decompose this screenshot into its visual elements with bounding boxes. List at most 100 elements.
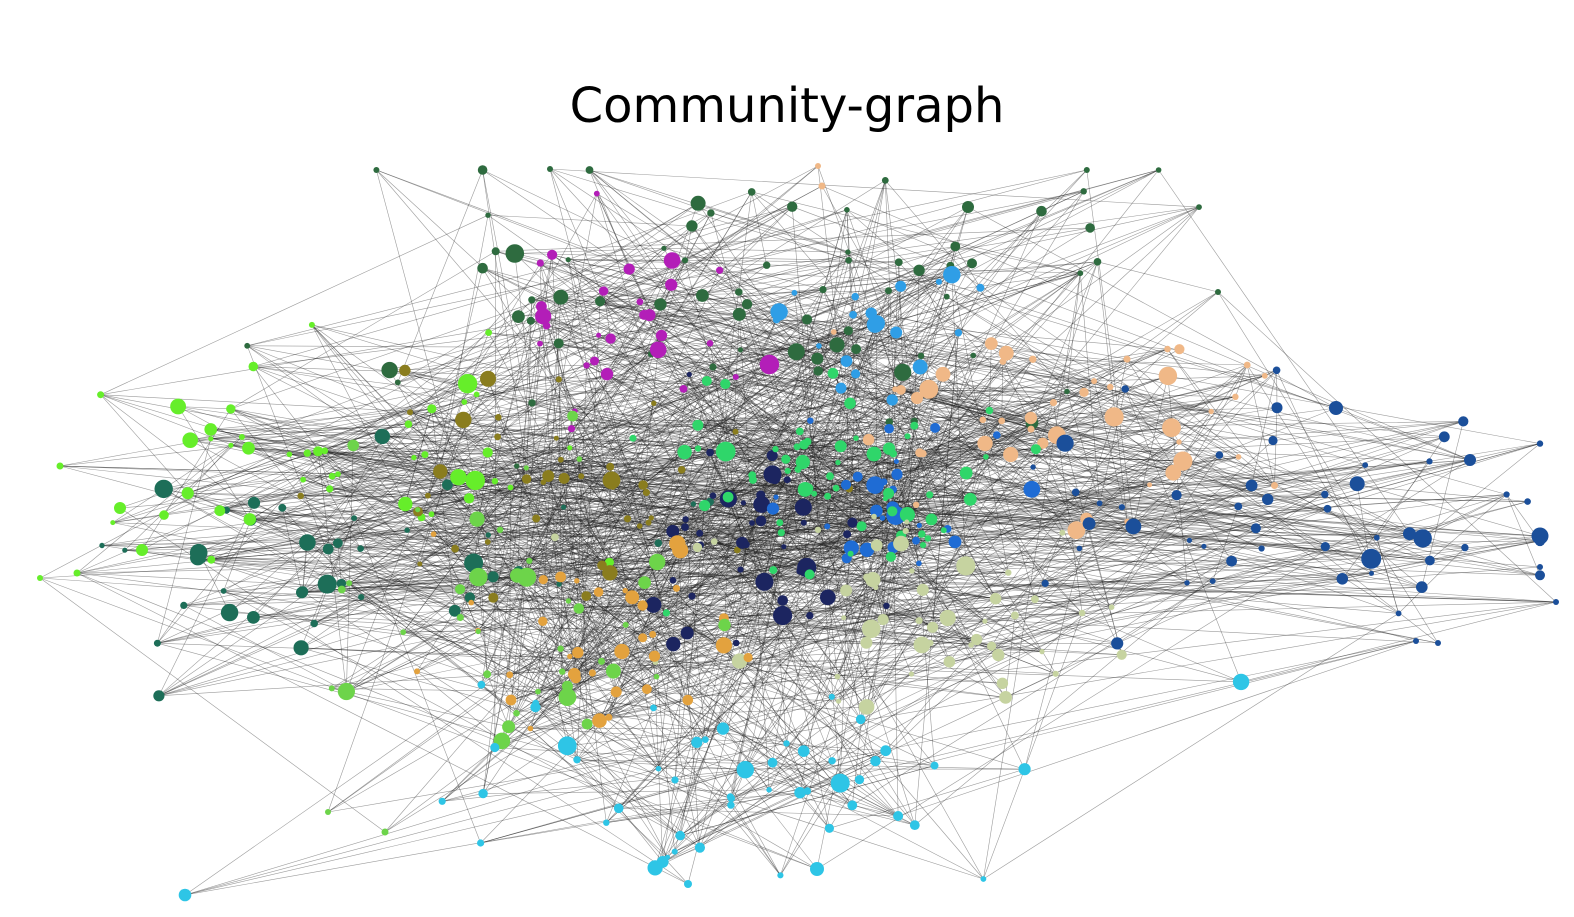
graph-edge: [253, 248, 664, 367]
graph-edge: [249, 519, 674, 645]
graph-node: [767, 757, 778, 768]
graph-edge: [157, 548, 361, 644]
graph-node: [696, 529, 704, 537]
graph-edge: [535, 705, 701, 848]
graph-edge: [846, 209, 903, 373]
graph-edge: [417, 421, 890, 512]
graph-edge: [229, 542, 308, 613]
graph-edge: [888, 448, 972, 646]
graph-node: [649, 553, 666, 571]
graph-edge: [187, 492, 920, 526]
graph-edge: [1034, 598, 1083, 614]
graph-edge: [574, 324, 876, 412]
graph-edge: [543, 316, 595, 362]
graph-node: [671, 848, 678, 855]
graph-node: [555, 571, 566, 583]
graph-edge: [1030, 417, 1268, 500]
graph-edge: [674, 503, 694, 781]
graph-edge: [301, 343, 559, 593]
graph-edge: [223, 590, 681, 836]
graph-edge: [706, 380, 922, 535]
graph-edge: [223, 519, 251, 592]
graph-edge: [183, 474, 773, 606]
graph-edge: [918, 443, 986, 564]
graph-node: [488, 592, 499, 603]
graph-edge: [677, 543, 916, 826]
graph-node: [605, 663, 621, 679]
graph-node: [791, 289, 798, 296]
graph-node: [970, 352, 977, 359]
graph-edge: [625, 472, 967, 626]
graph-edge: [568, 259, 673, 261]
graph-node: [527, 725, 534, 732]
graph-edge: [302, 591, 701, 848]
graph-node: [686, 371, 692, 378]
graph-edge: [916, 380, 1095, 399]
graph-node: [769, 566, 778, 575]
graph-node: [1093, 258, 1102, 266]
graph-edge: [158, 355, 922, 697]
graph-edge: [625, 624, 818, 870]
graph-edge: [510, 304, 748, 701]
graph-node: [648, 650, 661, 662]
graph-edge: [568, 484, 876, 602]
graph-node: [226, 404, 236, 414]
graph-edge: [625, 319, 777, 626]
graph-node: [819, 286, 827, 294]
graph-node: [661, 245, 667, 251]
graph-edge: [520, 290, 889, 577]
graph-edge: [501, 608, 580, 742]
graph-edge: [787, 287, 981, 472]
graph-edge: [473, 263, 973, 564]
graph-edge: [551, 254, 645, 316]
graph-edge: [592, 383, 726, 674]
graph-edge: [851, 420, 1002, 549]
graph-node: [351, 515, 357, 521]
graph-edge: [646, 673, 912, 690]
graph-node: [581, 591, 592, 601]
graph-edge: [608, 428, 1032, 718]
graph-node: [977, 435, 993, 452]
graph-edge: [564, 478, 917, 541]
graph-node: [638, 633, 648, 643]
graph-edge: [955, 246, 1081, 274]
graph-edge: [459, 589, 517, 714]
graph-edge: [337, 447, 570, 475]
graph-edge: [560, 296, 798, 448]
graph-edge: [524, 286, 901, 577]
graph-edge: [300, 562, 474, 649]
graph-edge: [654, 485, 1252, 869]
graph-edge: [916, 397, 1031, 419]
graph-edge: [39, 577, 1122, 656]
graph-edge: [837, 462, 893, 512]
graph-node: [532, 699, 540, 707]
graph-edge: [900, 352, 1007, 391]
graph-edge: [984, 375, 1169, 444]
graph-edge: [745, 530, 906, 770]
graph-node: [1082, 517, 1096, 530]
graph-edge: [1032, 359, 1180, 443]
graph-node: [598, 286, 609, 296]
graph-node: [834, 673, 841, 680]
graph-edge: [687, 260, 849, 885]
graph-edge: [409, 412, 441, 472]
graph-edge: [625, 588, 677, 591]
graph-edge: [311, 324, 459, 478]
graph-edge: [416, 621, 543, 672]
graph-node: [505, 244, 525, 263]
graph-edge: [942, 374, 1087, 520]
graph-edge: [535, 193, 598, 519]
graph-edge: [331, 475, 935, 766]
graph-edge: [685, 519, 804, 524]
graph-edge: [1376, 537, 1399, 614]
graph-node: [971, 633, 983, 646]
graph-node: [411, 454, 417, 461]
graph-node: [741, 299, 753, 310]
graph-edge: [576, 728, 724, 761]
graph-node: [1250, 523, 1261, 534]
graph-edge: [409, 411, 565, 479]
graph-edge: [1089, 494, 1507, 524]
graph-node: [873, 584, 879, 591]
graph-node: [1186, 537, 1192, 544]
graph-edge: [100, 227, 1091, 395]
